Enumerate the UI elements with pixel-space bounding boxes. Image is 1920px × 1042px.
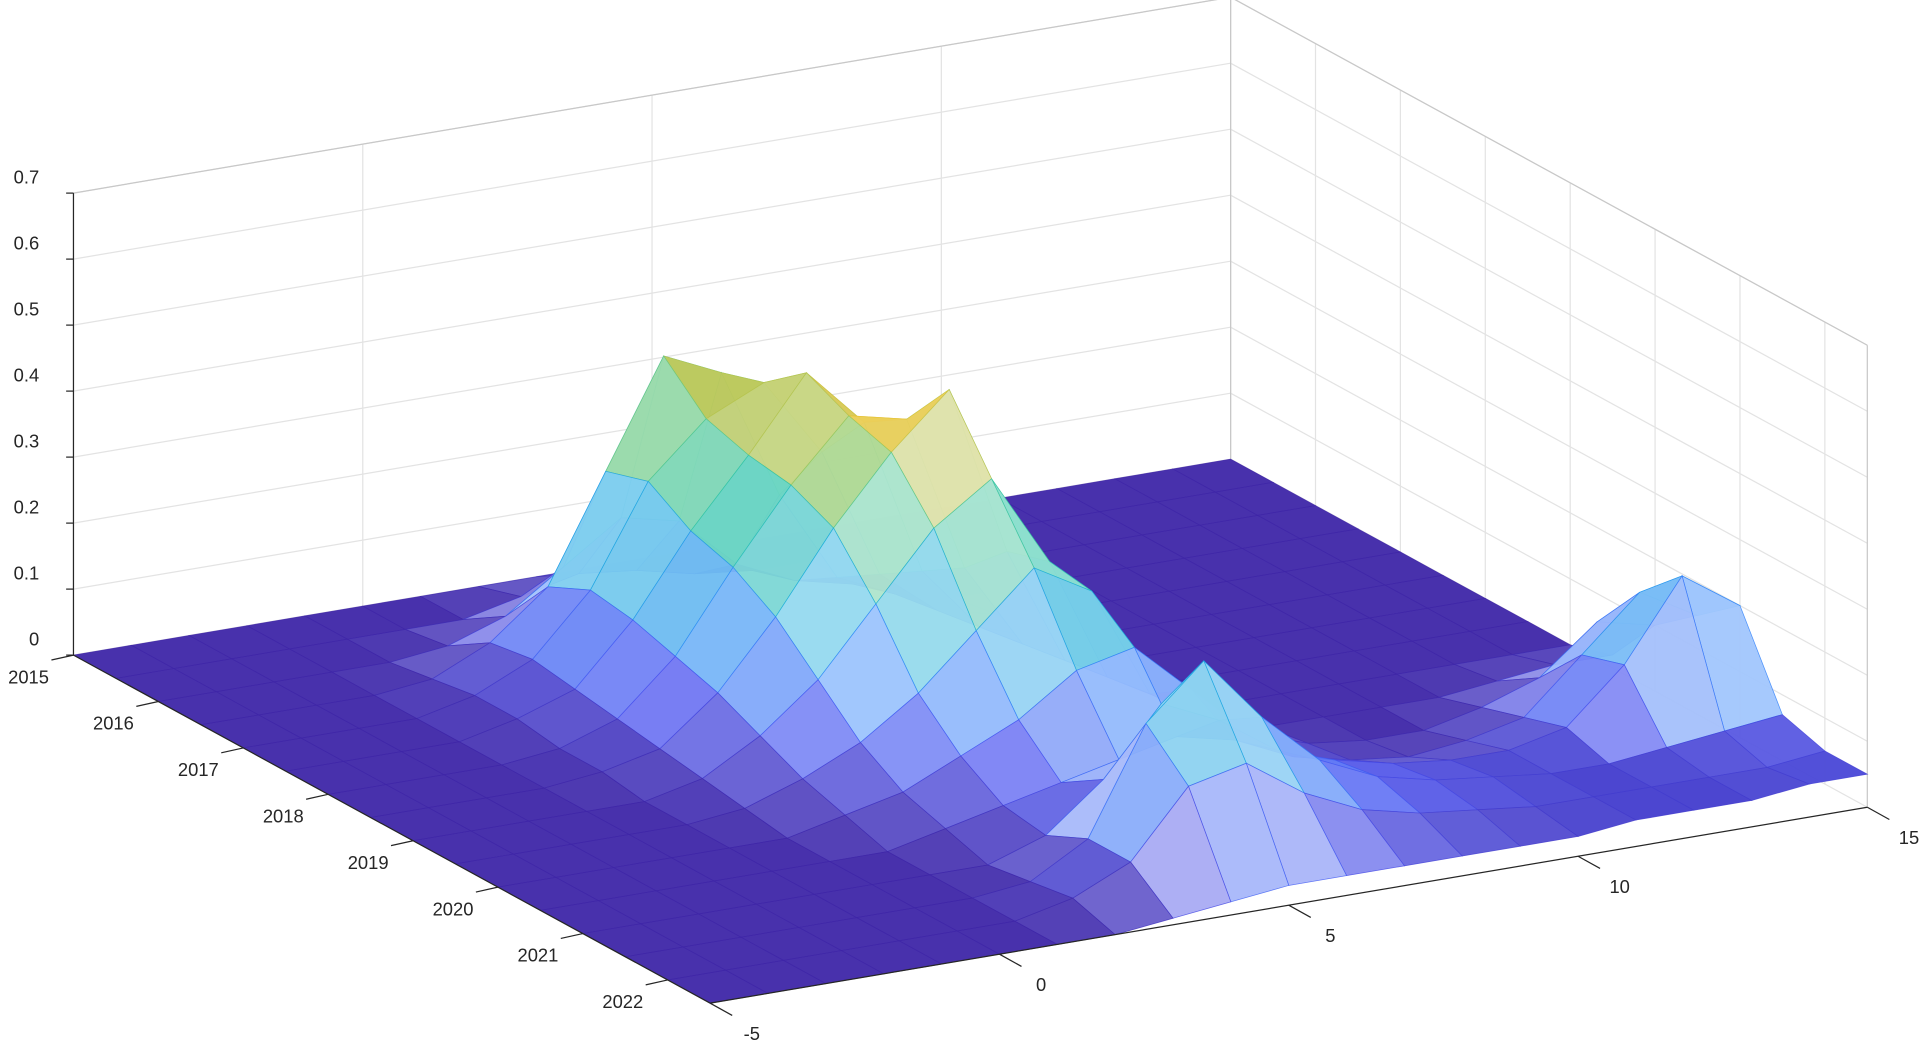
z-tick-label: 0.2 <box>14 496 40 517</box>
grid-line <box>73 260 1231 458</box>
x-tick <box>709 1002 733 1016</box>
y-tick <box>305 793 329 800</box>
grid-line <box>73 128 1231 326</box>
x-tick <box>1288 904 1312 918</box>
y-tick-label: 2018 <box>263 805 304 826</box>
y-tick <box>475 886 499 893</box>
z-tick-label: 0.3 <box>14 430 40 451</box>
z-tick-label: 0.7 <box>14 166 40 187</box>
y-tick <box>560 932 583 940</box>
x-tick-label: -5 <box>744 1023 760 1042</box>
y-tick <box>645 979 668 986</box>
x-tick-label: 0 <box>1036 974 1046 995</box>
y-tick-label: 2019 <box>348 852 389 873</box>
grid-line <box>1230 62 1868 412</box>
y-tick-label: 2016 <box>93 713 134 734</box>
box-edge <box>73 0 1218 194</box>
y-tick-label: 2015 <box>8 666 49 687</box>
plot-area: 0 0.1 0.2 0.3 0.4 0.5 0.6 0.7 2015 2016 2017 2018 20… <box>8 0 1919 1042</box>
y-tick <box>221 747 244 754</box>
y-tick <box>136 700 159 708</box>
grid-line <box>1230 128 1868 478</box>
z-tick-label: 0.4 <box>14 364 40 385</box>
x-tick <box>1577 855 1601 870</box>
z-tick-label: 0.6 <box>14 232 40 253</box>
x-tick <box>999 953 1022 967</box>
y-tick <box>390 840 414 847</box>
grid-line <box>1230 260 1868 610</box>
grid-line <box>73 194 1231 392</box>
x-tick-label: 5 <box>1325 925 1335 946</box>
y-tick-label: 2021 <box>517 945 558 966</box>
grid-line <box>73 62 1231 260</box>
x-tick-label: 15 <box>1899 827 1919 848</box>
y-tick-label: 2020 <box>433 898 474 919</box>
z-tick-label: 0 <box>29 628 39 649</box>
x-tick-label: 10 <box>1609 876 1629 897</box>
y-tick-label: 2022 <box>602 991 643 1012</box>
box-edge <box>1234 0 1868 346</box>
y-axis <box>73 654 711 1004</box>
surface <box>72 355 1869 1004</box>
grid-line <box>1230 326 1868 676</box>
z-tick-label: 0.5 <box>14 298 40 319</box>
x-tick <box>1867 806 1890 821</box>
grid-line <box>1230 194 1868 544</box>
y-tick <box>51 654 74 661</box>
z-tick-label: 0.1 <box>14 562 40 583</box>
y-tick-label: 2017 <box>178 759 219 780</box>
